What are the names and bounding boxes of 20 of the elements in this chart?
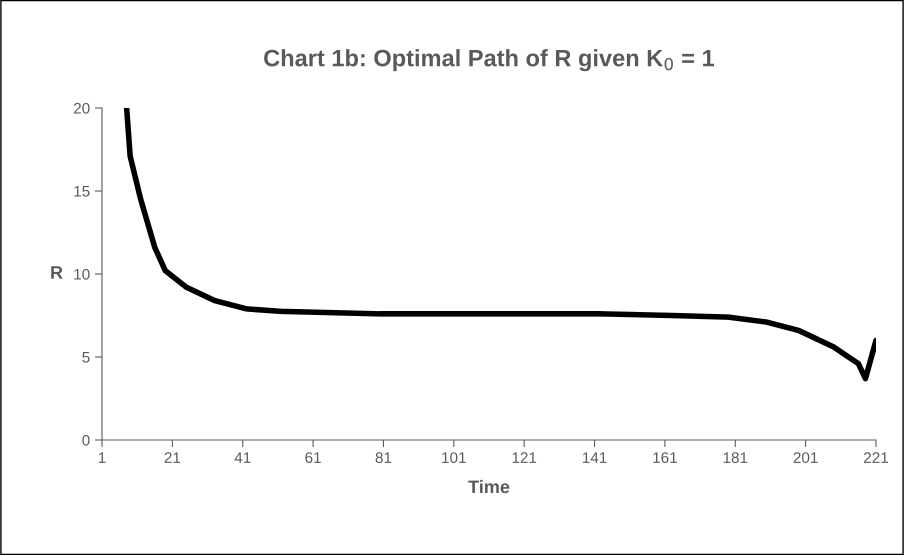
y-tick-label: 0 <box>82 434 90 446</box>
y-tick-label: 20 <box>74 102 90 114</box>
x-tick-label: 1 <box>98 452 106 463</box>
x-tick-label: 221 <box>864 452 888 463</box>
x-tick-label: 141 <box>582 452 607 463</box>
x-tick-label: 161 <box>653 452 677 464</box>
y-tick-label: 15 <box>74 186 90 197</box>
y-tick-label: 5 <box>82 352 90 363</box>
x-tick-label: 61 <box>305 452 321 464</box>
y-tick-label: 10 <box>74 268 90 280</box>
chart-title: Chart 1b: Optimal Path of R given K$_{0}$ = 1 <box>264 49 714 72</box>
x-tick-label: 21 <box>164 452 180 463</box>
x-tick-label: 101 <box>442 452 466 464</box>
x-tick-label: 81 <box>376 452 392 464</box>
y-axis-title: R <box>51 266 63 279</box>
x-tick-label: 121 <box>512 452 536 463</box>
x-tick-label: 201 <box>794 452 818 464</box>
x-tick-label: 41 <box>234 452 250 463</box>
x-tick-label: 181 <box>724 452 748 464</box>
x-axis-title: Time <box>468 480 510 494</box>
